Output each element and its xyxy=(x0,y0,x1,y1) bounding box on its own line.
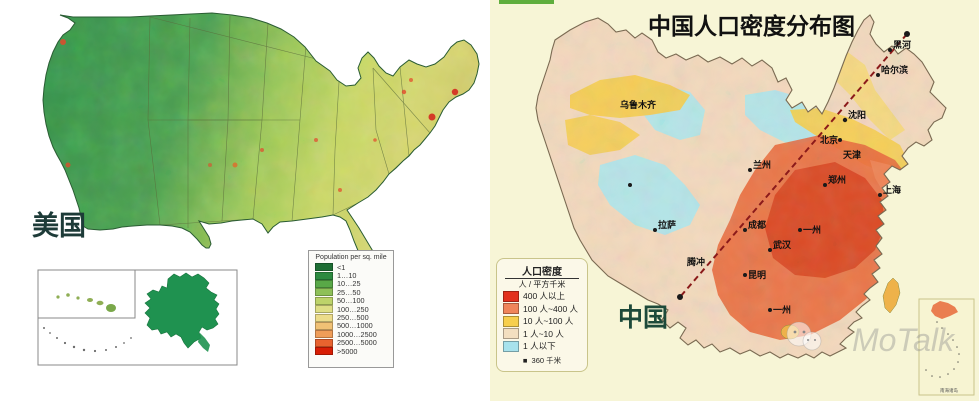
svg-text:昆明: 昆明 xyxy=(748,270,766,280)
svg-text:北京: 北京 xyxy=(820,134,838,145)
svg-text:拉萨: 拉萨 xyxy=(658,219,676,230)
svg-text:沈阳: 沈阳 xyxy=(848,109,866,120)
svg-text:一州: 一州 xyxy=(803,225,821,235)
svg-text:哈尔滨: 哈尔滨 xyxy=(881,64,908,75)
svg-text:兰州: 兰州 xyxy=(753,159,771,170)
svg-text:腾冲: 腾冲 xyxy=(686,256,705,267)
svg-text:郑州: 郑州 xyxy=(828,174,846,185)
svg-text:武汉: 武汉 xyxy=(773,239,792,250)
svg-text:天津: 天津 xyxy=(843,149,861,160)
svg-text:一州: 一州 xyxy=(773,305,791,315)
svg-text:乌鲁木齐: 乌鲁木齐 xyxy=(620,99,657,110)
svg-text:上海: 上海 xyxy=(883,184,901,195)
svg-text:黑河: 黑河 xyxy=(893,39,911,50)
svg-text:南海诸岛: 南海诸岛 xyxy=(940,387,958,394)
svg-text:成都: 成都 xyxy=(748,219,766,230)
